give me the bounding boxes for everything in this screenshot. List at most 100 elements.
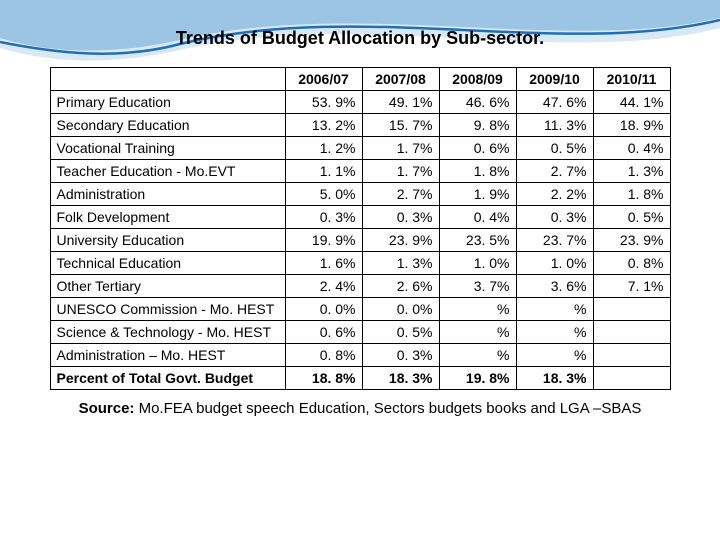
cell-value: 1. 1% <box>285 160 362 183</box>
total-val: 18. 8% <box>285 367 362 390</box>
col-2006-07: 2006/07 <box>285 68 362 91</box>
cell-value: 1. 6% <box>285 252 362 275</box>
cell-value <box>593 298 670 321</box>
source-label: Source: <box>79 400 139 417</box>
cell-value: 18. 9% <box>593 114 670 137</box>
cell-value: 23. 7% <box>516 229 593 252</box>
table-row: Administration5. 0%2. 7%1. 9%2. 2%1. 8% <box>50 183 670 206</box>
cell-value: % <box>516 344 593 367</box>
col-2009-10: 2009/10 <box>516 68 593 91</box>
header-blank <box>50 68 285 91</box>
cell-value: 53. 9% <box>285 91 362 114</box>
cell-value: 1. 2% <box>285 137 362 160</box>
row-label: Primary Education <box>50 91 285 114</box>
cell-value: 23. 5% <box>439 229 516 252</box>
cell-value: 0. 5% <box>593 206 670 229</box>
cell-value: 2. 2% <box>516 183 593 206</box>
cell-value: 0. 5% <box>516 137 593 160</box>
row-label: Secondary Education <box>50 114 285 137</box>
table-header-row: 2006/07 2007/08 2008/09 2009/10 2010/11 <box>50 68 670 91</box>
cell-value: 0. 0% <box>285 298 362 321</box>
cell-value: % <box>439 321 516 344</box>
cell-value: 11. 3% <box>516 114 593 137</box>
total-val <box>593 367 670 390</box>
cell-value: 19. 9% <box>285 229 362 252</box>
cell-value: 15. 7% <box>362 114 439 137</box>
table-row: Primary Education53. 9%49. 1%46. 6%47. 6… <box>50 91 670 114</box>
cell-value: % <box>516 321 593 344</box>
total-label: Percent of Total Govt. Budget <box>50 367 285 390</box>
table-row: Other Tertiary2. 4%2. 6%3. 7%3. 6%7. 1% <box>50 275 670 298</box>
cell-value: 0. 3% <box>362 344 439 367</box>
cell-value: 0. 5% <box>362 321 439 344</box>
col-2007-08: 2007/08 <box>362 68 439 91</box>
cell-value: 0. 6% <box>439 137 516 160</box>
cell-value: 1. 3% <box>593 160 670 183</box>
cell-value: 1. 3% <box>362 252 439 275</box>
cell-value: 46. 6% <box>439 91 516 114</box>
row-label: Science & Technology - Mo. HEST <box>50 321 285 344</box>
table-row: UNESCO Commission - Mo. HEST0. 0%0. 0%%% <box>50 298 670 321</box>
row-label: Technical Education <box>50 252 285 275</box>
cell-value: 1. 7% <box>362 160 439 183</box>
cell-value: % <box>439 298 516 321</box>
cell-value: 5. 0% <box>285 183 362 206</box>
total-val: 18. 3% <box>362 367 439 390</box>
cell-value: 0. 3% <box>285 206 362 229</box>
cell-value: 2. 7% <box>516 160 593 183</box>
cell-value: 0. 0% <box>362 298 439 321</box>
cell-value: 1. 9% <box>439 183 516 206</box>
cell-value: 47. 6% <box>516 91 593 114</box>
cell-value <box>593 321 670 344</box>
cell-value: 1. 0% <box>516 252 593 275</box>
cell-value: 0. 3% <box>516 206 593 229</box>
source-text: Mo.FEA budget speech Education, Sectors … <box>139 400 642 417</box>
table-total-row: Percent of Total Govt. Budget 18. 8% 18.… <box>50 367 670 390</box>
row-label: Folk Development <box>50 206 285 229</box>
table-row: University Education19. 9%23. 9%23. 5%23… <box>50 229 670 252</box>
row-label: Teacher Education - Mo.EVT <box>50 160 285 183</box>
cell-value: 0. 4% <box>439 206 516 229</box>
table-row: Science & Technology - Mo. HEST0. 6%0. 5… <box>50 321 670 344</box>
source-line: Source: Mo.FEA budget speech Education, … <box>0 400 720 417</box>
cell-value: 0. 6% <box>285 321 362 344</box>
table-row: Folk Development0. 3%0. 3%0. 4%0. 3%0. 5… <box>50 206 670 229</box>
table-row: Vocational Training1. 2%1. 7%0. 6%0. 5%0… <box>50 137 670 160</box>
row-label: UNESCO Commission - Mo. HEST <box>50 298 285 321</box>
cell-value: 1. 7% <box>362 137 439 160</box>
cell-value: 1. 0% <box>439 252 516 275</box>
cell-value: 1. 8% <box>439 160 516 183</box>
cell-value: 3. 6% <box>516 275 593 298</box>
cell-value: 0. 8% <box>593 252 670 275</box>
cell-value: 2. 7% <box>362 183 439 206</box>
table-row: Administration – Mo. HEST0. 8%0. 3%%% <box>50 344 670 367</box>
table-row: Technical Education1. 6%1. 3%1. 0%1. 0%0… <box>50 252 670 275</box>
cell-value: 2. 4% <box>285 275 362 298</box>
table-row: Teacher Education - Mo.EVT1. 1%1. 7%1. 8… <box>50 160 670 183</box>
cell-value: 13. 2% <box>285 114 362 137</box>
row-label: Vocational Training <box>50 137 285 160</box>
table-row: Secondary Education13. 2%15. 7%9. 8%11. … <box>50 114 670 137</box>
cell-value: 0. 8% <box>285 344 362 367</box>
budget-table: 2006/07 2007/08 2008/09 2009/10 2010/11 … <box>50 67 671 390</box>
cell-value: 0. 3% <box>362 206 439 229</box>
cell-value: 3. 7% <box>439 275 516 298</box>
page-title: Trends of Budget Allocation by Sub-secto… <box>0 28 720 49</box>
row-label: Other Tertiary <box>50 275 285 298</box>
cell-value: 9. 8% <box>439 114 516 137</box>
cell-value <box>593 344 670 367</box>
cell-value: % <box>516 298 593 321</box>
col-2008-09: 2008/09 <box>439 68 516 91</box>
row-label: Administration – Mo. HEST <box>50 344 285 367</box>
col-2010-11: 2010/11 <box>593 68 670 91</box>
cell-value: 1. 8% <box>593 183 670 206</box>
row-label: University Education <box>50 229 285 252</box>
cell-value: 44. 1% <box>593 91 670 114</box>
cell-value: 2. 6% <box>362 275 439 298</box>
cell-value: 0. 4% <box>593 137 670 160</box>
row-label: Administration <box>50 183 285 206</box>
cell-value: 49. 1% <box>362 91 439 114</box>
cell-value: 23. 9% <box>362 229 439 252</box>
cell-value: 7. 1% <box>593 275 670 298</box>
cell-value: % <box>439 344 516 367</box>
